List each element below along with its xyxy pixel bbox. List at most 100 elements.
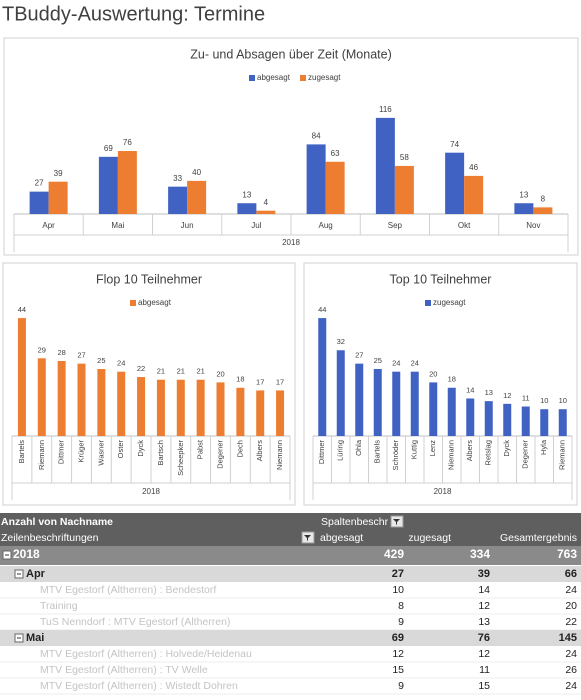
data-label: 44	[18, 305, 26, 314]
bar	[373, 369, 382, 436]
x-tick-label: Pabst	[196, 439, 205, 459]
x-tick-label: Kuttig	[410, 440, 419, 459]
table-cell: 15	[478, 680, 490, 692]
column-header: Zeilenbeschriftungen	[1, 532, 99, 544]
x-tick-label: Bartsch	[156, 440, 165, 465]
bar	[57, 360, 66, 436]
data-label: 13	[519, 190, 528, 199]
data-label: 29	[38, 345, 46, 354]
row-label: TuS Nenndorf : MTV Egestorf (Altherren)	[40, 616, 230, 628]
table-cell: 9	[398, 680, 404, 692]
x-tick-label: Albers	[255, 440, 264, 462]
bar	[176, 379, 185, 436]
table-cell: 10	[392, 584, 404, 596]
bar	[445, 152, 465, 214]
data-label: 25	[374, 356, 382, 365]
data-label: 25	[97, 356, 105, 365]
x-tick-label: Scheepker	[176, 440, 185, 476]
table-cell: 14	[478, 584, 490, 596]
x-tick-label: Jun	[181, 221, 194, 230]
bar	[236, 387, 245, 436]
x-tick-label: Degener	[521, 440, 530, 469]
bar	[256, 210, 276, 214]
bar	[187, 180, 207, 214]
data-label: 27	[35, 179, 44, 188]
year-label: 2018	[13, 547, 40, 561]
bar	[216, 382, 225, 436]
chart-title: Flop 10 Teilnehmer	[96, 272, 202, 286]
x-tick-label: Krüger	[76, 440, 85, 463]
data-label: 58	[400, 153, 409, 162]
data-label: 24	[411, 359, 419, 368]
data-label: 39	[54, 169, 63, 178]
data-label: 74	[450, 140, 459, 149]
table-cell: 15	[392, 664, 404, 676]
table-cell: 26	[565, 664, 577, 676]
chart-title: Top 10 Teilnehmer	[390, 272, 492, 286]
x-tick-label: Niemann	[447, 440, 456, 470]
data-label: 8	[541, 194, 546, 203]
table-cell: 27	[392, 568, 404, 580]
table-cell: 69	[392, 632, 404, 644]
bar	[196, 379, 205, 436]
table-cell: 39	[478, 568, 490, 580]
bar	[484, 401, 493, 436]
table-header: Spaltenbeschr	[321, 516, 389, 528]
x-tick-label: Albers	[465, 440, 474, 462]
x-tick-label: Retslag	[484, 440, 493, 465]
bar	[514, 203, 534, 214]
legend-label: abgesagt	[257, 73, 291, 82]
row-label: MTV Egestorf (Altherren) : Wistedt Dohre…	[40, 680, 238, 692]
table-cell: 22	[565, 616, 577, 628]
data-label: 24	[392, 359, 400, 368]
table-cell: 76	[478, 632, 490, 644]
group-row-bg	[0, 566, 581, 582]
data-label: 21	[196, 367, 204, 376]
bar	[117, 151, 137, 214]
x-tick-label: Riemann	[37, 440, 46, 470]
table-cell: 145	[559, 632, 577, 644]
bar	[464, 175, 484, 214]
x-tick-label: Oster	[116, 440, 125, 459]
data-label: 28	[57, 348, 65, 357]
data-label: 24	[117, 359, 125, 368]
row-label: MTV Egestorf (Altherren) : Holvede/Heide…	[40, 648, 252, 660]
bar	[533, 207, 553, 214]
x-tick-label: Dyck	[136, 440, 145, 457]
x-tick-label: Nov	[526, 221, 540, 230]
table-cell: 24	[565, 584, 577, 596]
x-tick-label: Hyla	[539, 439, 548, 455]
bar	[156, 379, 165, 436]
column-header: zugesagt	[408, 532, 451, 544]
year-row-bg	[0, 546, 581, 565]
bar	[558, 409, 567, 436]
table-cell: 12	[392, 648, 404, 660]
bar	[306, 144, 326, 214]
table-cell: 12	[478, 600, 490, 612]
bar	[29, 191, 49, 214]
filter-icon	[393, 519, 400, 525]
table-cell: 20	[565, 600, 577, 612]
x-axis-label: 2018	[434, 487, 452, 496]
table-cell: 11	[479, 664, 490, 676]
chart-title: Zu- und Absagen über Zeit (Monate)	[190, 47, 392, 61]
data-label: 12	[503, 391, 511, 400]
bar	[503, 403, 512, 436]
bar	[375, 117, 395, 214]
data-label: 21	[157, 367, 165, 376]
x-tick-label: Wasner	[96, 439, 105, 465]
bar	[256, 390, 265, 436]
bar	[237, 203, 257, 214]
table-cell: 12	[478, 648, 490, 660]
table-cell: 66	[565, 568, 577, 580]
data-label: 63	[331, 149, 340, 158]
data-label: 18	[448, 375, 456, 384]
table-cell: 9	[398, 616, 404, 628]
x-tick-label: Sep	[388, 221, 403, 230]
x-tick-label: Ohla	[354, 439, 363, 456]
bar	[276, 390, 285, 436]
row-label: MTV Egestorf (Altherren) : TV Welle	[40, 664, 208, 676]
x-tick-label: Schröder	[391, 440, 400, 471]
bar	[318, 318, 327, 436]
